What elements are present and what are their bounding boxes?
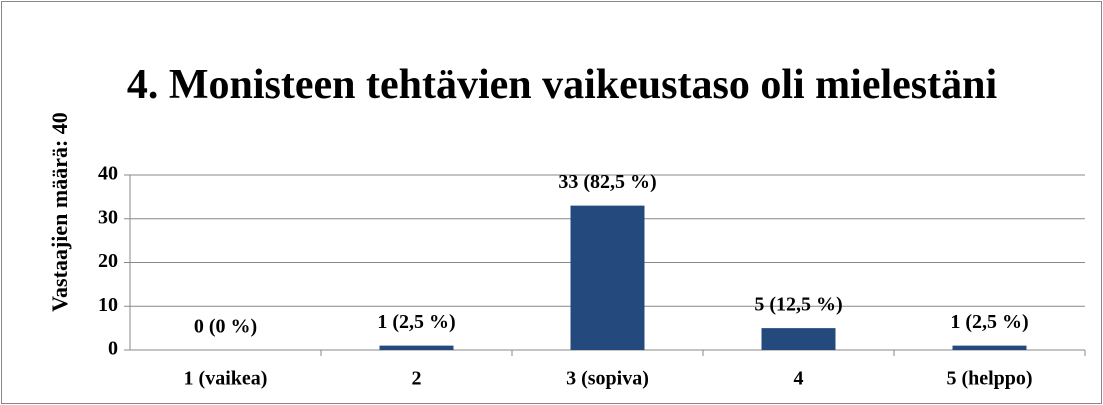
value-label: 0 (0 %) bbox=[194, 316, 257, 338]
bar bbox=[379, 345, 454, 350]
value-label: 5 (12,5 %) bbox=[754, 294, 842, 316]
bar bbox=[952, 345, 1027, 350]
value-label: 1 (2,5 %) bbox=[950, 311, 1028, 333]
bar bbox=[570, 205, 645, 350]
x-tick-label: 5 (helppo) bbox=[946, 368, 1032, 390]
bar bbox=[761, 328, 836, 350]
chart-title: 4. Monisteen tehtävien vaikeustaso oli m… bbox=[126, 62, 998, 108]
x-tick-label: 3 (sopiva) bbox=[566, 368, 649, 390]
y-axis-label: Vastaajien määrä: 40 bbox=[47, 112, 72, 312]
value-label: 1 (2,5 %) bbox=[377, 311, 455, 333]
y-tick-label: 30 bbox=[98, 206, 118, 228]
x-tick-label: 2 bbox=[412, 368, 422, 390]
y-tick-label: 0 bbox=[108, 338, 118, 360]
value-label: 33 (82,5 %) bbox=[558, 171, 656, 193]
y-tick-label: 20 bbox=[98, 250, 118, 272]
y-tick-label: 40 bbox=[98, 163, 118, 185]
x-tick-label: 1 (vaikea) bbox=[184, 368, 268, 390]
y-tick-label: 10 bbox=[98, 294, 118, 316]
x-tick-label: 4 bbox=[794, 368, 804, 390]
